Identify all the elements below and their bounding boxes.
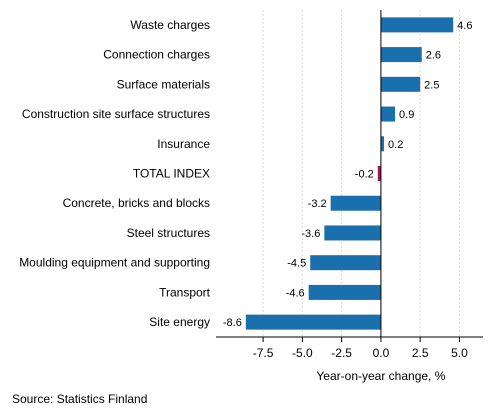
value-label: -0.2 xyxy=(355,169,374,181)
bar xyxy=(380,17,454,33)
category-label: Connection charges xyxy=(103,48,210,62)
x-tick-label: -2.5 xyxy=(331,346,352,360)
bar xyxy=(380,76,421,92)
x-tick-label: -7.5 xyxy=(253,346,274,360)
bar xyxy=(380,106,396,122)
value-label: 4.6 xyxy=(457,20,472,32)
gridlines xyxy=(262,10,460,337)
value-label: 2.5 xyxy=(424,79,439,91)
value-label: -3.6 xyxy=(301,228,320,240)
bars xyxy=(245,17,454,330)
bar xyxy=(380,136,385,152)
bar xyxy=(324,225,381,241)
bar xyxy=(380,47,422,63)
value-label: 2.6 xyxy=(426,50,441,62)
source-note: Source: Statistics Finland xyxy=(12,392,148,406)
x-tick-label: -5.0 xyxy=(292,346,313,360)
category-label: Transport xyxy=(159,285,211,299)
category-label: Site energy xyxy=(149,315,210,329)
x-tick-label: 2.5 xyxy=(412,346,429,360)
bar xyxy=(330,195,381,211)
category-label: Steel structures xyxy=(127,226,210,240)
value-labels: 4.6 2.6 2.5 0.9 0.2 -0.2 -3.2 -3.6 -4.5 -4.6 -8.6 xyxy=(223,20,473,329)
x-tick-label: 0.0 xyxy=(373,346,390,360)
x-axis: -7.5 -5.0 -2.5 0.0 2.5 5.0 xyxy=(216,336,483,360)
category-label: Surface materials xyxy=(117,77,210,91)
bar xyxy=(377,166,381,181)
category-label: Concrete, bricks and blocks xyxy=(63,196,210,210)
value-label: -4.5 xyxy=(287,258,306,270)
value-label: 0.9 xyxy=(399,109,414,121)
value-label: -4.6 xyxy=(286,287,305,299)
value-label: -8.6 xyxy=(223,317,242,329)
category-label: Insurance xyxy=(157,137,210,151)
category-label: Waste charges xyxy=(130,18,210,32)
category-label: TOTAL INDEX xyxy=(133,167,210,181)
category-labels: Waste charges Connection charges Surface m… xyxy=(19,18,210,329)
value-label: -3.2 xyxy=(308,198,327,210)
bar xyxy=(245,314,381,330)
bar xyxy=(310,255,381,271)
bar xyxy=(308,284,381,300)
value-label: 0.2 xyxy=(388,139,403,151)
category-label: Moulding equipment and supporting xyxy=(19,256,210,270)
category-label: Construction site surface structures xyxy=(22,107,210,121)
x-axis-title: Year-on-year change, % xyxy=(316,369,445,383)
x-tick-label: 5.0 xyxy=(451,346,468,360)
